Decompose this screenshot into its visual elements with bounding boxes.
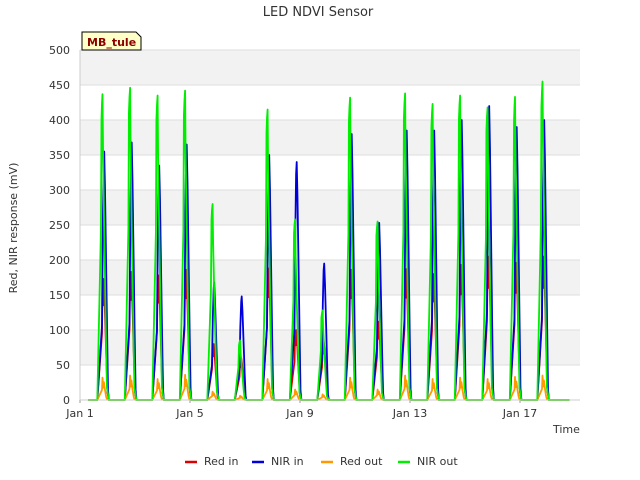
grid-band xyxy=(80,260,580,295)
x-axis-label: Time xyxy=(552,423,580,436)
legend-label: Red in xyxy=(204,455,238,468)
site-tag-label: MB_tule xyxy=(87,36,136,49)
series-line-red-out xyxy=(88,373,570,401)
y-tick-label: 300 xyxy=(49,184,70,197)
y-tick-label: 450 xyxy=(49,79,70,92)
grid-band xyxy=(80,85,580,120)
axes: 0 50 100 150 200 250 300 350 400 450 500 Jan 1 Jan 5… xyxy=(49,44,580,420)
x-tick-label: Jan 1 xyxy=(65,407,93,420)
x-tick-label: Jan 5 xyxy=(175,407,203,420)
legend-label: Red out xyxy=(340,455,383,468)
grid-band xyxy=(80,120,580,155)
y-tick-label: 150 xyxy=(49,289,70,302)
grid-band xyxy=(80,225,580,260)
x-tick-label: Jan 13 xyxy=(392,407,427,420)
legend-label: NIR in xyxy=(271,455,304,468)
plot-background xyxy=(80,50,580,400)
y-tick-label: 400 xyxy=(49,114,70,127)
y-tick-label: 350 xyxy=(49,149,70,162)
chart-title: LED NDVI Sensor xyxy=(263,5,374,20)
grid-band xyxy=(80,155,580,190)
y-tick-label: 250 xyxy=(49,219,70,232)
site-tag-box xyxy=(81,31,142,51)
series-line-nir-out xyxy=(88,80,570,401)
series-line-nir-in xyxy=(88,105,570,401)
x-tick-label: Jan 17 xyxy=(502,407,537,420)
y-tick-label: 200 xyxy=(49,254,70,267)
series-lines xyxy=(88,80,570,401)
legend-label: NIR out xyxy=(417,455,458,468)
y-tick-label: 100 xyxy=(49,324,70,337)
grid-band xyxy=(80,50,580,85)
y-tick-label: 0 xyxy=(63,394,70,407)
grid-band xyxy=(80,295,580,330)
y-axis-label: Red, NIR response (mV) xyxy=(7,163,20,294)
site-tag: MB_tule xyxy=(81,31,142,51)
y-tick-label: 50 xyxy=(56,359,70,372)
y-tick-label: 500 xyxy=(49,44,70,57)
x-tick-label: Jan 9 xyxy=(285,407,313,420)
legend: Red in NIR in Red out NIR out xyxy=(185,455,458,468)
grid-band xyxy=(80,190,580,225)
